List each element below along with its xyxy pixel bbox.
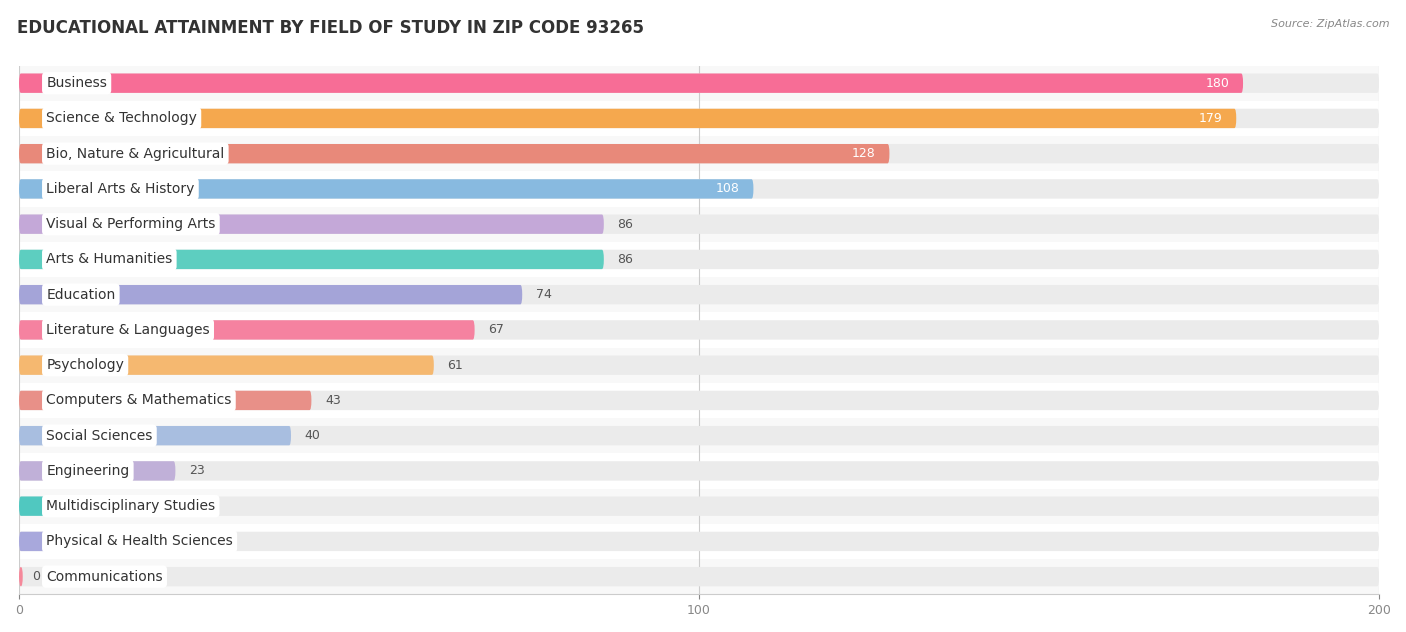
FancyBboxPatch shape	[20, 418, 1379, 453]
FancyBboxPatch shape	[20, 532, 87, 551]
FancyBboxPatch shape	[20, 383, 1379, 418]
Text: Science & Technology: Science & Technology	[46, 111, 197, 125]
FancyBboxPatch shape	[20, 497, 128, 516]
FancyBboxPatch shape	[20, 453, 1379, 489]
FancyBboxPatch shape	[20, 66, 1379, 101]
Text: 86: 86	[617, 217, 633, 231]
FancyBboxPatch shape	[20, 567, 1379, 586]
FancyBboxPatch shape	[20, 171, 1379, 207]
FancyBboxPatch shape	[20, 426, 291, 446]
Text: Business: Business	[46, 76, 107, 90]
FancyBboxPatch shape	[20, 136, 1379, 171]
Text: Multidisciplinary Studies: Multidisciplinary Studies	[46, 499, 215, 513]
FancyBboxPatch shape	[20, 348, 1379, 383]
FancyBboxPatch shape	[20, 109, 1379, 128]
FancyBboxPatch shape	[20, 461, 1379, 480]
Text: 179: 179	[1199, 112, 1223, 125]
FancyBboxPatch shape	[20, 312, 1379, 348]
FancyBboxPatch shape	[20, 320, 1379, 339]
Text: 10: 10	[101, 535, 117, 548]
FancyBboxPatch shape	[20, 101, 1379, 136]
FancyBboxPatch shape	[20, 355, 434, 375]
Text: 128: 128	[852, 147, 876, 160]
FancyBboxPatch shape	[20, 559, 1379, 594]
Text: Engineering: Engineering	[46, 464, 129, 478]
FancyBboxPatch shape	[20, 355, 1379, 375]
Text: 0: 0	[32, 570, 41, 583]
FancyBboxPatch shape	[20, 250, 1379, 269]
FancyBboxPatch shape	[20, 73, 1379, 93]
Text: Social Sciences: Social Sciences	[46, 428, 153, 442]
Text: Psychology: Psychology	[46, 358, 124, 372]
Text: EDUCATIONAL ATTAINMENT BY FIELD OF STUDY IN ZIP CODE 93265: EDUCATIONAL ATTAINMENT BY FIELD OF STUDY…	[17, 19, 644, 37]
Text: Education: Education	[46, 288, 115, 301]
Text: 86: 86	[617, 253, 633, 266]
Text: 23: 23	[188, 465, 205, 477]
FancyBboxPatch shape	[20, 214, 1379, 234]
Text: 40: 40	[305, 429, 321, 442]
Text: Communications: Communications	[46, 569, 163, 584]
FancyBboxPatch shape	[20, 73, 1243, 93]
FancyBboxPatch shape	[20, 567, 22, 586]
FancyBboxPatch shape	[20, 242, 1379, 277]
Text: 43: 43	[325, 394, 340, 407]
Text: Liberal Arts & History: Liberal Arts & History	[46, 182, 194, 196]
FancyBboxPatch shape	[20, 391, 1379, 410]
Text: 180: 180	[1205, 76, 1229, 90]
Text: Computers & Mathematics: Computers & Mathematics	[46, 393, 232, 408]
Text: 16: 16	[142, 500, 157, 513]
FancyBboxPatch shape	[20, 179, 1379, 198]
Text: Bio, Nature & Agricultural: Bio, Nature & Agricultural	[46, 147, 225, 161]
Text: Literature & Languages: Literature & Languages	[46, 323, 209, 337]
Text: Physical & Health Sciences: Physical & Health Sciences	[46, 535, 233, 549]
FancyBboxPatch shape	[20, 214, 603, 234]
FancyBboxPatch shape	[20, 391, 311, 410]
FancyBboxPatch shape	[20, 426, 1379, 446]
Text: Arts & Humanities: Arts & Humanities	[46, 252, 173, 267]
Text: Visual & Performing Arts: Visual & Performing Arts	[46, 217, 215, 231]
FancyBboxPatch shape	[20, 109, 1236, 128]
FancyBboxPatch shape	[20, 144, 890, 164]
Text: 61: 61	[447, 359, 463, 372]
FancyBboxPatch shape	[20, 320, 475, 339]
FancyBboxPatch shape	[20, 285, 1379, 305]
FancyBboxPatch shape	[20, 250, 603, 269]
Text: Source: ZipAtlas.com: Source: ZipAtlas.com	[1271, 19, 1389, 29]
FancyBboxPatch shape	[20, 532, 1379, 551]
FancyBboxPatch shape	[20, 524, 1379, 559]
FancyBboxPatch shape	[20, 179, 754, 198]
Text: 74: 74	[536, 288, 551, 301]
FancyBboxPatch shape	[20, 277, 1379, 312]
FancyBboxPatch shape	[20, 497, 1379, 516]
FancyBboxPatch shape	[20, 144, 1379, 164]
FancyBboxPatch shape	[20, 489, 1379, 524]
FancyBboxPatch shape	[20, 285, 522, 305]
Text: 67: 67	[488, 324, 505, 336]
Text: 108: 108	[716, 183, 740, 195]
FancyBboxPatch shape	[20, 207, 1379, 242]
FancyBboxPatch shape	[20, 461, 176, 480]
